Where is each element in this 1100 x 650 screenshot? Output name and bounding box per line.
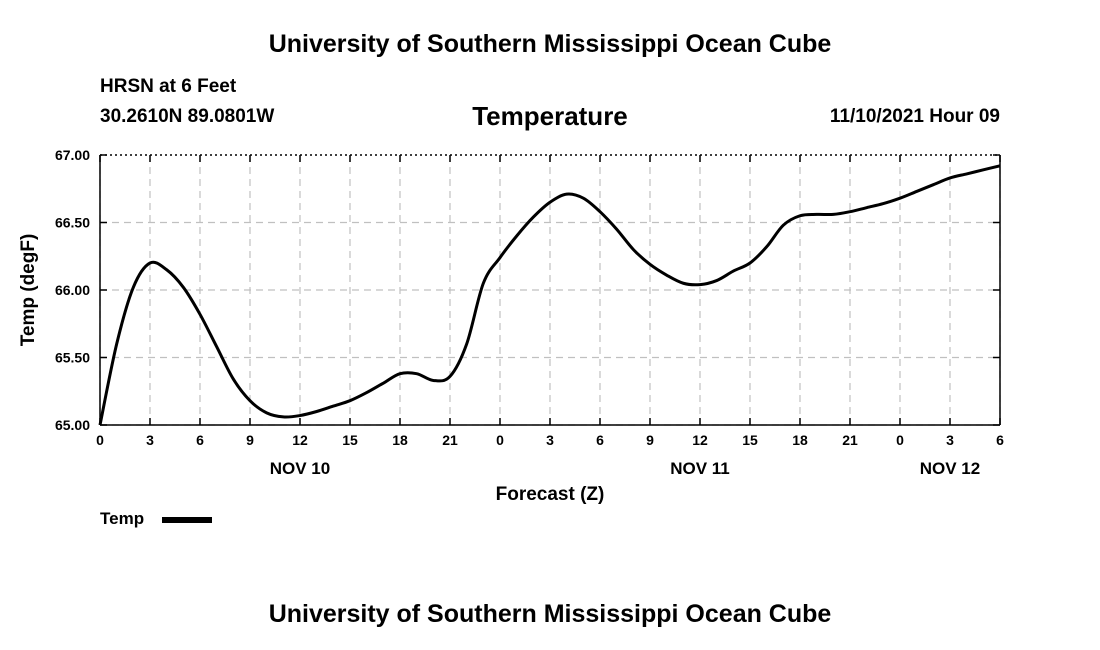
x-tick-label: 9 (646, 432, 654, 448)
x-tick-label: 6 (196, 432, 204, 448)
x-tick-label: 15 (342, 432, 358, 448)
x-tick-label: 21 (842, 432, 858, 448)
x-tick-label: 0 (896, 432, 904, 448)
x-tick-label: 15 (742, 432, 758, 448)
y-tick-label: 66.00 (55, 282, 90, 298)
footer-title: University of Southern Mississippi Ocean… (268, 600, 832, 628)
x-tick-label: 18 (392, 432, 408, 448)
x-tick-label: 21 (442, 432, 458, 448)
station-coordinates: 30.2610N 89.0801W (100, 106, 275, 127)
x-tick-label: 6 (596, 432, 604, 448)
y-tick-label: 65.50 (55, 350, 90, 366)
legend-label: Temp (100, 509, 145, 528)
day-label: NOV 10 (270, 459, 330, 478)
temp-series-line (98, 164, 1001, 426)
x-axis-label: Forecast (Z) (496, 484, 605, 505)
x-tick-label: 3 (146, 432, 154, 448)
chart-title: Temperature (472, 101, 628, 131)
x-tick-label: 12 (292, 432, 308, 448)
y-tick-label: 65.00 (55, 417, 90, 433)
x-tick-label: 0 (96, 432, 104, 448)
x-tick-label: 3 (546, 432, 554, 448)
x-tick-label: 0 (496, 432, 504, 448)
x-tick-label: 12 (692, 432, 708, 448)
day-label: NOV 12 (920, 459, 980, 478)
page-title: University of Southern Mississippi Ocean… (268, 30, 832, 58)
legend-swatch (162, 517, 212, 523)
x-tick-label: 9 (246, 432, 254, 448)
x-tick-label: 18 (792, 432, 808, 448)
y-tick-label: 67.00 (55, 147, 90, 163)
x-tick-label: 3 (946, 432, 954, 448)
station-label: HRSN at 6 Feet (100, 76, 237, 97)
x-tick-label: 6 (996, 432, 1004, 448)
y-tick-label: 66.50 (55, 215, 90, 231)
day-label: NOV 11 (670, 459, 730, 478)
forecast-run-time: 11/10/2021 Hour 09 (829, 106, 1000, 127)
y-axis-label: Temp (degF) (18, 234, 39, 347)
